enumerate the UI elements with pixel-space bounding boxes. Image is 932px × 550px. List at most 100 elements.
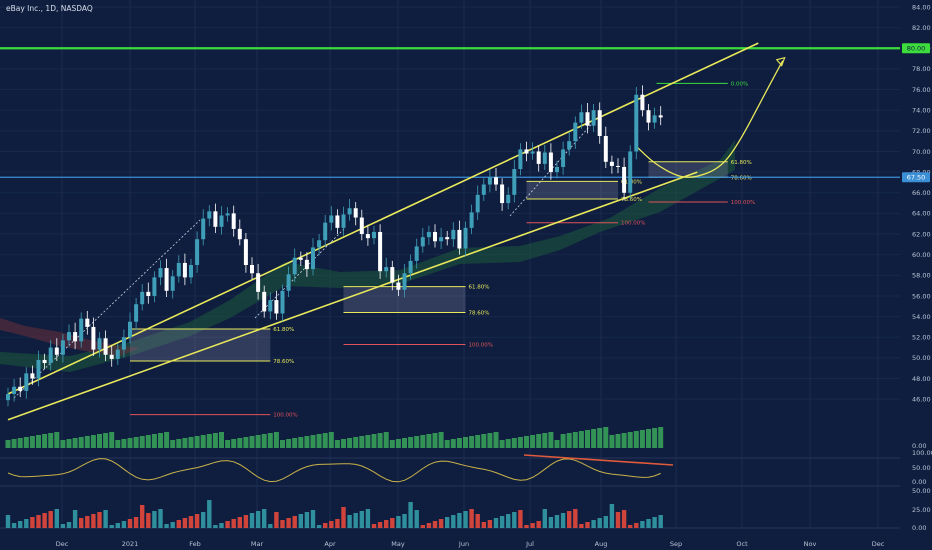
volume-bar xyxy=(481,434,487,448)
volume-bar xyxy=(194,436,200,448)
histogram-bar xyxy=(72,510,78,528)
histogram-bar xyxy=(85,516,90,528)
histogram-bar xyxy=(512,512,517,528)
panel-tick-label: 50.00 xyxy=(912,464,931,472)
volume-bar xyxy=(585,430,590,448)
histogram-bar xyxy=(426,523,432,528)
fib-level-label: 61.80% xyxy=(469,285,490,291)
histogram-bar xyxy=(420,525,425,528)
candle-body xyxy=(18,386,23,391)
volume-bar xyxy=(560,434,566,448)
histogram-bar xyxy=(11,523,17,528)
candle-body xyxy=(48,347,53,364)
y-tick-label: 70.00 xyxy=(912,148,931,156)
price-label-box xyxy=(902,43,930,54)
x-tick-label: Jun xyxy=(458,540,469,548)
candle-body xyxy=(182,262,187,278)
volume-bar xyxy=(542,433,548,448)
fib-level-label: 100.00% xyxy=(273,413,297,419)
volume-bar xyxy=(621,433,627,448)
x-tick-label: Aug xyxy=(595,540,608,548)
histogram-bar xyxy=(115,523,120,528)
candle-body xyxy=(567,141,572,150)
volume-bar xyxy=(530,435,536,448)
histogram-bar xyxy=(597,518,602,528)
y-tick-label: 50.00 xyxy=(912,354,931,362)
candle-body xyxy=(384,267,389,272)
candle-body xyxy=(195,239,200,265)
histogram-bar xyxy=(469,509,474,528)
candle-body xyxy=(536,151,541,164)
candle-body xyxy=(115,349,120,359)
candle-body xyxy=(616,165,620,167)
candle-body xyxy=(524,149,529,154)
histogram-bar xyxy=(585,522,590,528)
histogram-bar xyxy=(634,523,639,528)
volume-bar xyxy=(182,438,188,448)
volume-bar xyxy=(578,431,584,448)
candle-body xyxy=(304,259,309,270)
volume-bar xyxy=(90,435,96,448)
candle-body xyxy=(30,373,35,379)
candle-body xyxy=(512,169,517,195)
histogram-bar xyxy=(103,510,108,528)
x-tick-label: Oct xyxy=(736,540,748,548)
candle-body xyxy=(225,213,230,216)
histogram-bar xyxy=(225,521,230,528)
volume-bar xyxy=(463,437,468,448)
volume-bar xyxy=(237,438,243,448)
volume-bar xyxy=(206,434,212,448)
projection-arrow-head xyxy=(775,56,786,67)
volume-bar xyxy=(389,440,395,448)
volume-bar xyxy=(298,437,304,448)
candle-body xyxy=(378,231,383,272)
volume-bar xyxy=(572,432,578,448)
candle-body xyxy=(280,290,285,314)
histogram-bar xyxy=(573,509,578,528)
histogram-bar xyxy=(280,520,285,528)
histogram-bar xyxy=(158,509,163,528)
volume-bar xyxy=(48,433,54,448)
histogram-bar xyxy=(475,514,480,528)
volume-bar xyxy=(109,432,115,448)
oscillator-line xyxy=(7,458,661,483)
candle-body xyxy=(609,161,614,166)
fib-level-label: 78.60% xyxy=(621,197,642,203)
candle-body xyxy=(189,265,193,278)
volume-bar xyxy=(29,436,35,448)
histogram-bar xyxy=(310,510,316,528)
histogram-bar xyxy=(603,516,608,528)
candle-body xyxy=(274,300,279,314)
volume-bar xyxy=(121,439,127,448)
histogram-bar xyxy=(207,500,212,528)
volume-bar xyxy=(554,440,560,448)
volume-bar xyxy=(322,433,328,448)
histogram-bar xyxy=(18,521,23,528)
volume-bar xyxy=(652,428,658,448)
volume-bar xyxy=(493,432,499,448)
histogram-bar xyxy=(487,520,493,528)
volume-bar xyxy=(341,439,346,448)
fib-level-label: 100.00% xyxy=(731,200,755,206)
histogram-bar xyxy=(231,519,236,528)
candle-body xyxy=(597,110,602,136)
candle-body xyxy=(103,338,108,355)
volume-bar xyxy=(316,434,322,448)
candle-body xyxy=(365,234,370,239)
histogram-bar xyxy=(91,514,96,528)
volume-bar xyxy=(524,436,529,448)
histogram-bar xyxy=(402,514,407,528)
candle-body xyxy=(286,274,291,291)
histogram-bar xyxy=(255,511,261,528)
volume-bar xyxy=(395,439,401,448)
histogram-bar xyxy=(536,521,541,528)
volume-bar xyxy=(60,440,66,448)
volume-bar xyxy=(633,431,639,448)
candle-body xyxy=(91,326,96,350)
candle-body xyxy=(311,247,315,270)
price-label-box xyxy=(902,172,930,183)
candle-body xyxy=(433,231,437,242)
histogram-bar xyxy=(548,517,554,528)
